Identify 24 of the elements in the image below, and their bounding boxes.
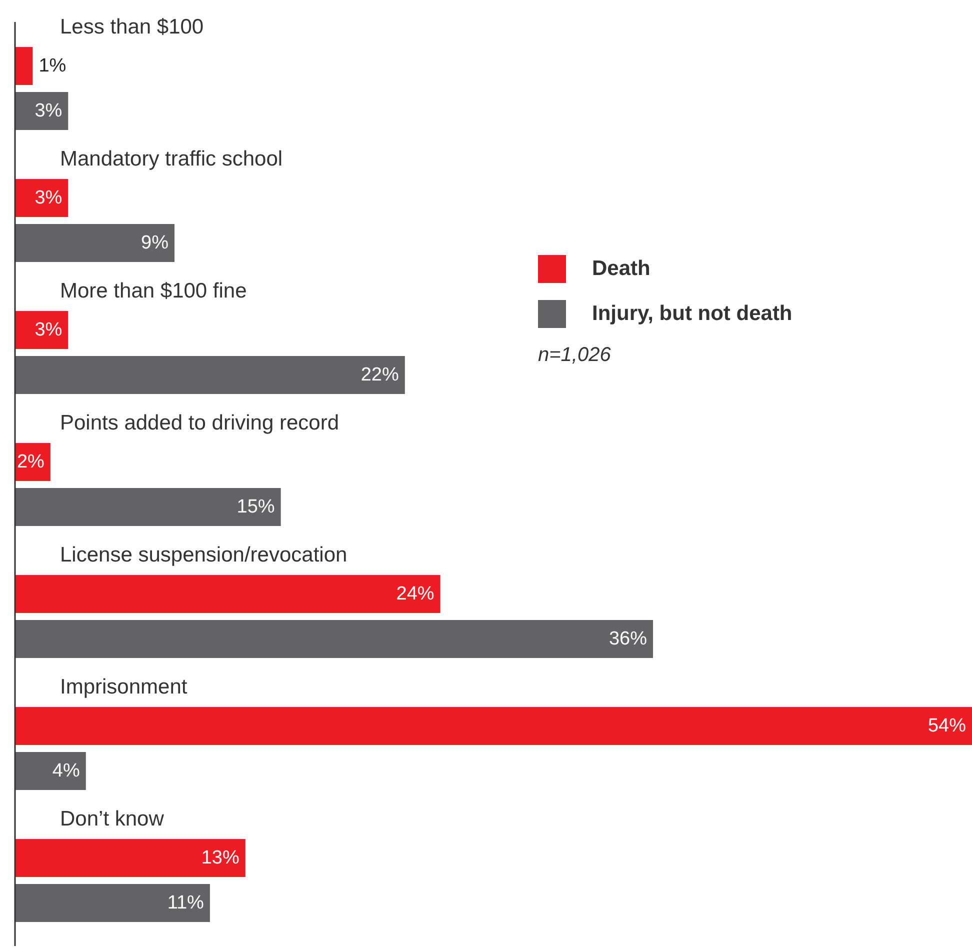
legend-label: Injury, but not death <box>592 302 792 326</box>
data-label: 9% <box>141 232 169 254</box>
data-label: 13% <box>201 848 240 868</box>
legend-label: Death <box>592 256 650 280</box>
y-tick-label: Don’t know <box>60 808 165 831</box>
data-label: 11% <box>167 892 204 914</box>
annotation: n=1,026 <box>538 344 612 367</box>
data-label: 36% <box>608 628 648 650</box>
y-tick-label: Less than $100 <box>60 16 204 39</box>
data-label: 24% <box>396 584 434 604</box>
y-tick-label: License suspension/revocation <box>60 544 348 567</box>
data-label: 4% <box>52 760 80 782</box>
data-label: 3% <box>34 320 62 340</box>
data-label: 3% <box>34 188 62 208</box>
data-label: 1% <box>38 56 66 76</box>
data-label: 3% <box>34 100 62 122</box>
y-tick-label: Imprisonment <box>60 676 188 699</box>
data-label: 15% <box>236 496 275 518</box>
data-label: 2% <box>16 452 45 472</box>
y-tick-label: Points added to driving record <box>60 412 339 435</box>
y-tick-label: More than $100 fine <box>60 280 247 303</box>
y-tick-label: Mandatory traffic school <box>60 148 283 171</box>
data-label: 54% <box>928 716 966 736</box>
data-label: 22% <box>360 364 399 386</box>
